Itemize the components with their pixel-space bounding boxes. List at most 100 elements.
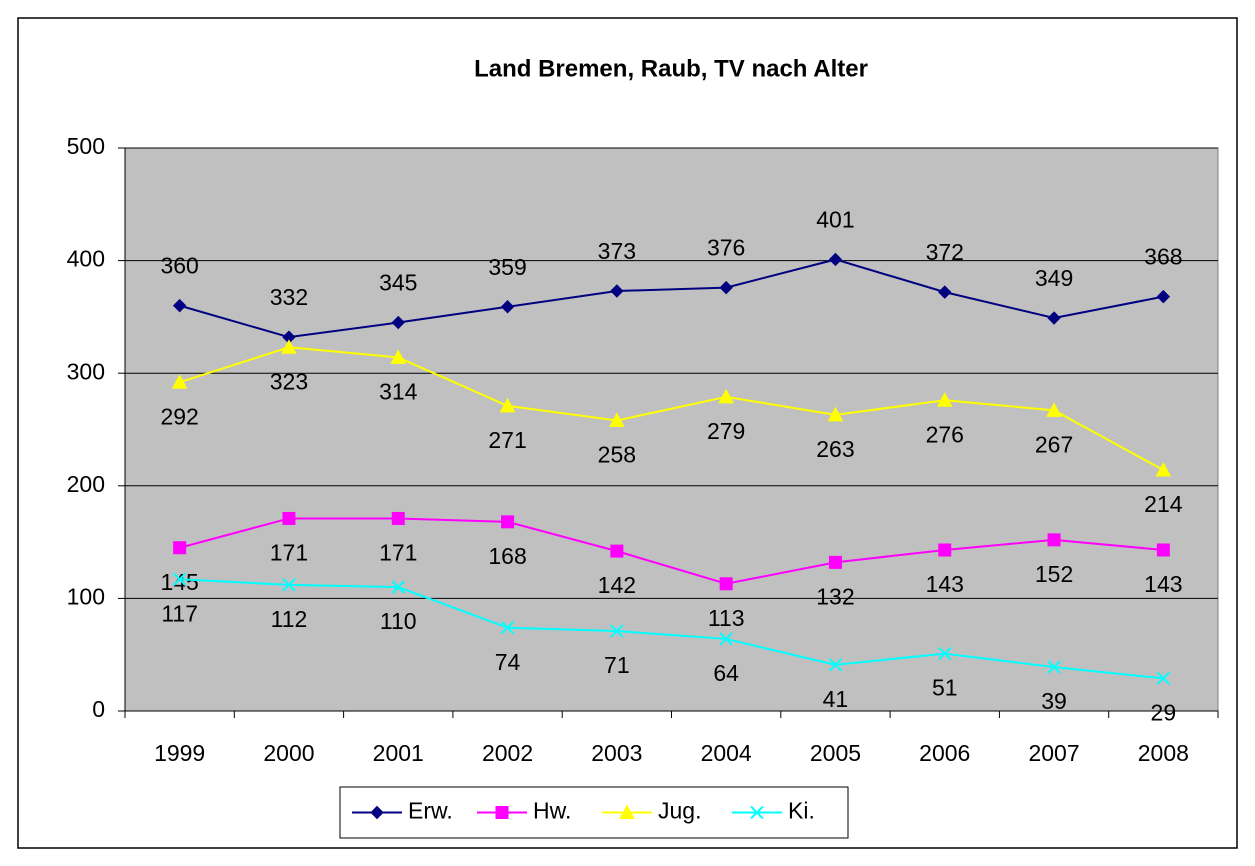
legend-label: Jug.	[658, 798, 701, 824]
data-point	[281, 339, 297, 354]
data-label: 168	[488, 543, 526, 569]
data-label: 132	[816, 583, 854, 609]
data-point	[391, 580, 405, 594]
series-line	[179, 258, 1164, 339]
data-label: 271	[488, 427, 526, 453]
data-label: 279	[707, 418, 745, 444]
data-point	[282, 511, 296, 525]
data-label: 171	[379, 540, 417, 566]
series-line	[179, 346, 1164, 471]
x-tick-label: 2002	[482, 740, 533, 766]
data-label: 51	[932, 675, 958, 701]
x-tick-label: 1999	[154, 740, 205, 766]
data-point	[1155, 461, 1172, 477]
data-point	[500, 620, 515, 635]
data-point	[719, 280, 733, 295]
x-tick-label: 2003	[591, 740, 642, 766]
data-label: 171	[270, 540, 308, 566]
data-point	[282, 578, 296, 592]
data-label: 71	[604, 652, 630, 678]
y-tick-label: 100	[67, 583, 105, 609]
data-label: 372	[926, 239, 964, 265]
data-point	[390, 349, 407, 364]
data-label: 258	[598, 442, 636, 468]
data-point	[718, 388, 734, 404]
data-point	[391, 315, 405, 330]
data-point	[938, 543, 952, 557]
data-label: 349	[1035, 265, 1073, 291]
data-label: 39	[1041, 688, 1067, 714]
data-label: 359	[488, 254, 526, 280]
data-label: 74	[495, 649, 521, 675]
data-point	[1047, 533, 1061, 547]
data-label: 214	[1144, 491, 1183, 517]
plot-area	[124, 147, 1219, 712]
legend-label: Hw.	[533, 798, 571, 824]
data-point	[500, 300, 515, 314]
data-label: 113	[708, 605, 745, 631]
legend-label: Erw.	[408, 798, 453, 824]
series-line	[179, 578, 1164, 680]
legend-label: Ki.	[788, 798, 815, 824]
data-label: 143	[926, 571, 964, 597]
data-label: 110	[380, 608, 417, 634]
data-label: 143	[1144, 571, 1182, 597]
series-line	[179, 517, 1164, 585]
x-tick-label: 2006	[919, 740, 970, 766]
data-label: 64	[713, 660, 739, 686]
data-point	[1046, 402, 1062, 417]
data-label: 373	[598, 238, 636, 264]
legend-marker	[750, 805, 764, 820]
data-point	[171, 374, 188, 389]
data-point	[173, 541, 187, 555]
data-label: 276	[926, 421, 964, 447]
data-label: 345	[379, 270, 417, 296]
data-label: 314	[379, 379, 418, 405]
data-point	[938, 285, 952, 299]
x-tick-label: 2000	[263, 740, 314, 766]
chart-title: Land Bremen, Raub, TV nach Alter	[474, 55, 868, 82]
data-point	[936, 392, 953, 407]
data-point	[1156, 543, 1170, 557]
data-point	[1047, 311, 1061, 325]
data-point	[609, 412, 625, 427]
data-label: 152	[1035, 561, 1073, 587]
data-point	[1047, 660, 1061, 674]
data-label: 117	[161, 600, 198, 626]
data-point	[719, 577, 733, 591]
data-point	[499, 397, 516, 413]
y-tick-label: 200	[67, 471, 105, 497]
data-label: 41	[823, 686, 849, 712]
data-point	[828, 252, 843, 267]
data-point	[938, 646, 952, 661]
data-label: 360	[160, 253, 198, 279]
data-point	[1156, 671, 1171, 686]
data-point	[172, 298, 187, 313]
data-label: 292	[160, 403, 198, 429]
data-label: 29	[1151, 699, 1177, 725]
data-label: 368	[1144, 244, 1182, 270]
legend-marker	[370, 805, 384, 820]
legend-marker	[495, 806, 509, 819]
y-tick-label: 400	[67, 246, 105, 272]
data-point	[610, 544, 624, 558]
data-point	[719, 632, 733, 646]
legend-marker	[619, 804, 635, 819]
data-point	[172, 572, 187, 586]
data-point	[1156, 289, 1171, 304]
y-tick-label: 0	[92, 696, 105, 722]
data-label: 145	[160, 569, 198, 595]
x-tick-label: 2001	[373, 740, 424, 766]
data-point	[610, 284, 624, 298]
x-tick-label: 2008	[1138, 740, 1189, 766]
data-label: 323	[270, 368, 308, 394]
x-tick-label: 2004	[701, 740, 752, 766]
data-point	[828, 658, 843, 672]
data-label: 263	[816, 436, 854, 462]
x-tick-label: 2005	[810, 740, 861, 766]
data-label: 332	[270, 284, 308, 310]
data-point	[827, 406, 844, 422]
data-label: 267	[1035, 431, 1073, 457]
data-label: 376	[707, 235, 745, 261]
